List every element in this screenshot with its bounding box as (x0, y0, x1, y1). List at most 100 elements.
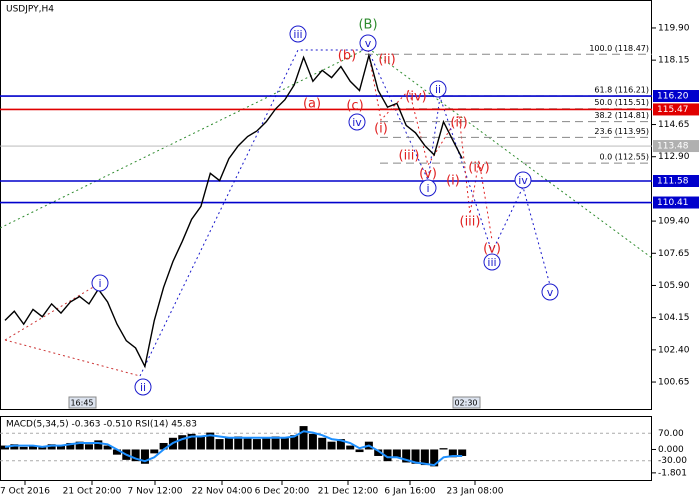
macd-bar (215, 439, 224, 450)
macd-bar (383, 449, 392, 462)
wave-label: (ii) (378, 53, 395, 68)
wave-label: (i) (374, 122, 388, 137)
macd-bar (224, 437, 233, 450)
macd-bar (150, 449, 159, 454)
wave-label: iv (518, 174, 528, 187)
indicator-title: MACD(5,34,5) -0.363 -0.510 RSI(14) 45.83 (6, 420, 197, 430)
macd-bar (448, 449, 457, 458)
red-trend (4, 339, 141, 377)
y-tick-label: 107.65 (658, 249, 690, 259)
wave-circle (359, 34, 377, 52)
time-marker-box (68, 396, 97, 409)
wave-label: (iv) (405, 90, 426, 105)
rsi-tick-label: 70.00 (658, 429, 684, 439)
signal-line (4, 430, 463, 467)
macd-bar (206, 432, 215, 450)
macd-bar (411, 449, 420, 464)
red-trend (4, 282, 101, 341)
x-tick-label: 23 Jan 08:00 (447, 487, 504, 497)
wave-circle (91, 274, 109, 292)
fib-label: 61.8 (116.21) (594, 85, 649, 94)
wave-circle (134, 378, 152, 396)
macd-bar (140, 449, 149, 464)
macd-bar (75, 441, 84, 450)
trend-lines (0, 47, 653, 377)
wave-label: (v) (483, 242, 501, 257)
macd-bar (234, 436, 243, 450)
wave-label: ii (435, 83, 441, 96)
fib-label: 0.0 (112.55) (600, 153, 650, 162)
green-channel (0, 47, 653, 259)
indicator-tick-label: -1.801 (658, 468, 687, 478)
time-marker: 16:45 (70, 399, 93, 408)
wave-circle (483, 253, 501, 271)
macd-bar (56, 445, 65, 450)
macd-bar (308, 433, 317, 450)
wave-circle (541, 283, 559, 301)
x-tick-label: 21 Oct 20:00 (63, 487, 122, 497)
price-box-label: 116.20 (657, 92, 689, 102)
wave-label: iii (293, 28, 302, 41)
wave-label: i (426, 182, 429, 195)
macd-bar (131, 449, 140, 462)
wave-label: iii (487, 256, 496, 269)
price-box (653, 90, 699, 103)
fib-label: 100.0 (118.47) (589, 44, 649, 53)
macd-bar (318, 437, 327, 450)
indicator-frame (0, 416, 652, 481)
price-box-label: 115.47 (657, 105, 689, 115)
price-line (4, 52, 463, 369)
x-tick-label: 21 Dec 12:00 (318, 487, 379, 497)
x-tick-label: 22 Nov 04:00 (192, 487, 253, 497)
wave-label: v (365, 37, 372, 50)
macd-bar (392, 449, 401, 458)
price-box-label: 111.58 (657, 176, 689, 186)
wave-label: v (547, 286, 554, 299)
y-tick-label: 114.65 (658, 120, 690, 130)
macd-bar (458, 449, 467, 456)
y-tick-label: 100.65 (658, 378, 690, 388)
macd-bar (402, 449, 411, 463)
wave-label: (ii) (450, 116, 467, 131)
macd-bar (94, 440, 103, 450)
y-tick-label: 112.90 (658, 152, 690, 162)
main-frame (0, 0, 652, 410)
wave-circle (419, 179, 437, 197)
macd-bar (439, 448, 448, 450)
price-box-label: 110.41 (657, 198, 689, 208)
indicator-tick-label: 0.000 (658, 445, 684, 455)
wave-label: (i) (446, 174, 460, 189)
macd-bar (271, 436, 280, 450)
macd-bar (346, 445, 355, 450)
price-box (653, 174, 699, 187)
price-box (653, 140, 699, 153)
y-tick-label: 109.40 (658, 217, 690, 227)
macd-bar (430, 449, 439, 467)
macd-bar (280, 437, 289, 450)
fib-label: 50.0 (115.51) (594, 98, 649, 107)
price-box-label: 113.48 (657, 142, 689, 152)
macd-bar (112, 449, 121, 455)
wave-label: ii (140, 381, 146, 394)
macd-bar (290, 435, 299, 450)
wave-label: (iv) (468, 161, 489, 176)
macd-bar (252, 439, 261, 450)
y-tick-label: 105.90 (658, 281, 690, 291)
macd-bar (243, 437, 252, 450)
macd-bar (299, 426, 308, 450)
x-tick-label: 6 Jan 16:00 (384, 487, 436, 497)
macd-bar (10, 444, 19, 450)
macd-bar (66, 442, 75, 450)
macd-bar (327, 441, 336, 450)
price-box (653, 103, 699, 116)
wave-label: (iii) (460, 215, 481, 230)
macd-bar (47, 444, 56, 450)
macd-bar (262, 437, 271, 450)
wave-label: (a) (303, 97, 321, 112)
x-tick-label: 7 Oct 2016 (0, 487, 50, 497)
x-tick-label: 7 Nov 12:00 (128, 487, 183, 497)
x-tick-label: 6 Dec 20:00 (255, 487, 310, 497)
price-box (653, 196, 699, 209)
macd-bar (103, 445, 112, 450)
macd-bar (159, 442, 168, 450)
